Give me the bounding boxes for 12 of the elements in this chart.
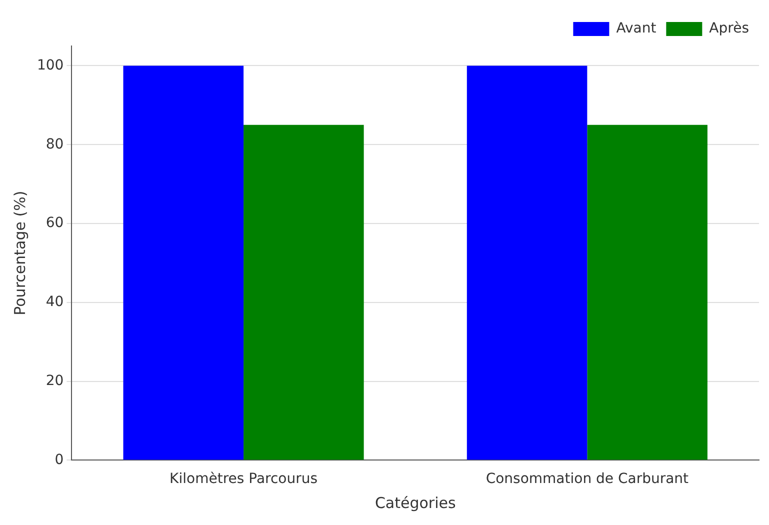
y-tick-label: 20 xyxy=(46,372,64,389)
x-tick-label: Consommation de Carburant xyxy=(486,471,690,488)
x-tick-label: Kilomètres Parcourus xyxy=(170,471,318,488)
legend-label: Avant xyxy=(616,20,657,37)
y-tick-label: 60 xyxy=(46,215,64,232)
y-tick-label: 0 xyxy=(54,452,64,468)
x-axis-title: Catégories xyxy=(374,494,456,512)
legend-label: Après xyxy=(709,20,750,37)
y-tick-label: 80 xyxy=(46,136,64,152)
y-axis-title: Pourcentage (%) xyxy=(10,190,29,316)
y-tick-label: 40 xyxy=(46,294,64,310)
y-tick-label: 100 xyxy=(36,57,64,74)
